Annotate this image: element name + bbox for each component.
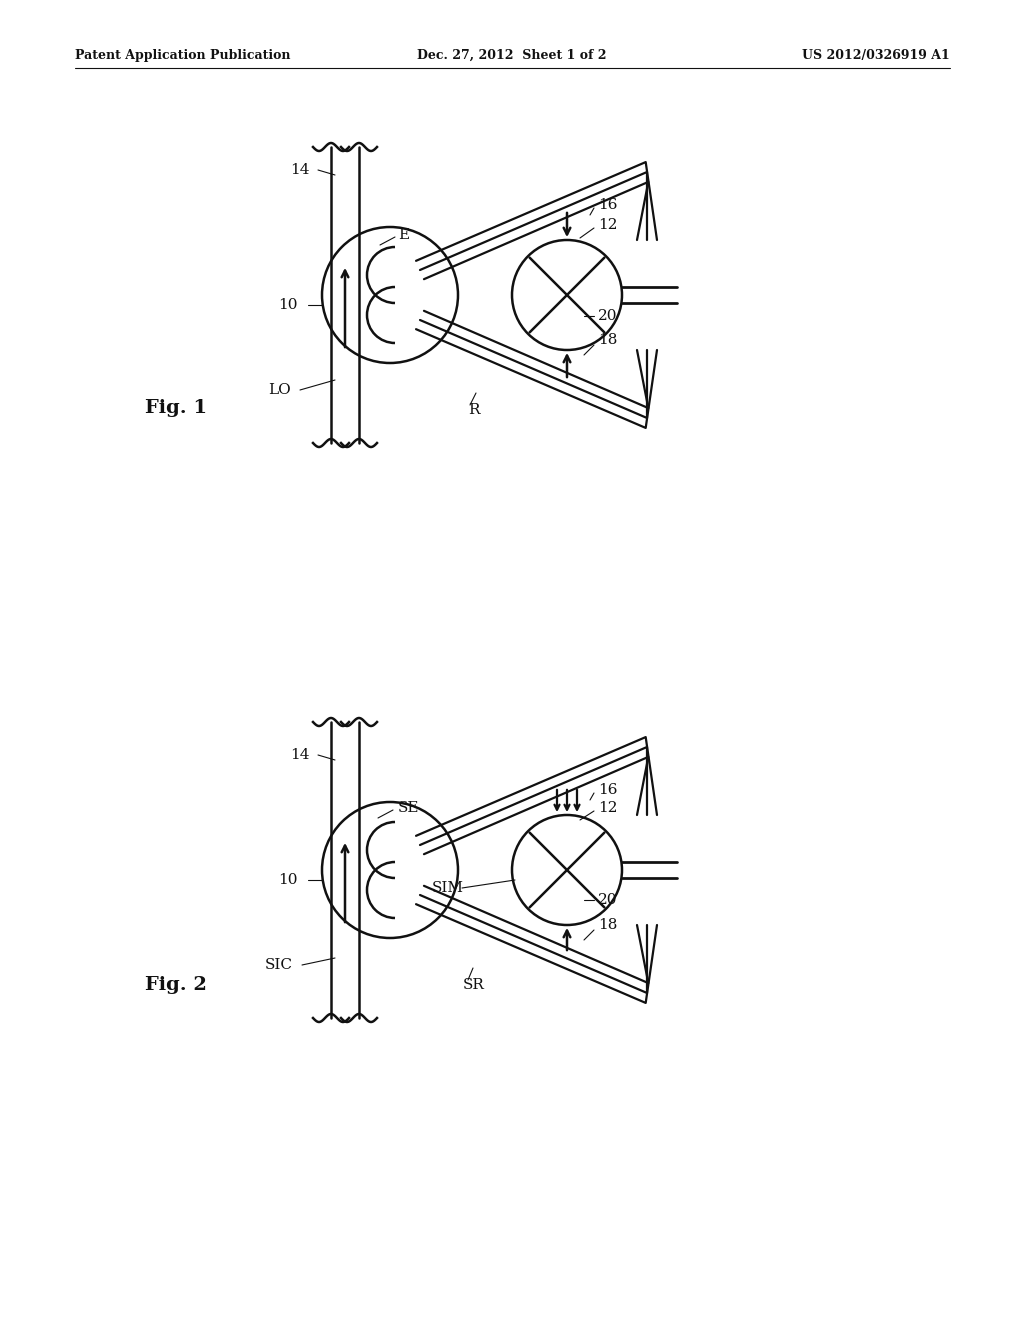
Text: US 2012/0326919 A1: US 2012/0326919 A1	[802, 49, 950, 62]
Text: 16: 16	[598, 783, 617, 797]
Text: 12: 12	[598, 218, 617, 232]
Circle shape	[322, 803, 458, 939]
Text: Fig. 2: Fig. 2	[145, 975, 207, 994]
Text: Patent Application Publication: Patent Application Publication	[75, 49, 291, 62]
Circle shape	[512, 240, 622, 350]
Text: 14: 14	[290, 748, 309, 762]
Text: 14: 14	[290, 162, 309, 177]
Text: 10: 10	[278, 298, 298, 312]
Text: 10: 10	[278, 873, 298, 887]
Text: Dec. 27, 2012  Sheet 1 of 2: Dec. 27, 2012 Sheet 1 of 2	[417, 49, 607, 62]
Text: 18: 18	[598, 333, 617, 347]
Text: 20: 20	[598, 309, 617, 323]
Text: 18: 18	[598, 917, 617, 932]
Text: SE: SE	[398, 801, 420, 814]
Text: LO: LO	[268, 383, 291, 397]
Text: Fig. 1: Fig. 1	[145, 399, 207, 417]
Text: SR: SR	[463, 978, 485, 993]
Circle shape	[512, 814, 622, 925]
Text: R: R	[468, 403, 479, 417]
Text: E: E	[398, 228, 410, 242]
Text: 12: 12	[598, 801, 617, 814]
Text: SIC: SIC	[265, 958, 293, 972]
Circle shape	[322, 227, 458, 363]
Text: SIM: SIM	[432, 880, 464, 895]
Text: 20: 20	[598, 894, 617, 907]
Text: 16: 16	[598, 198, 617, 213]
